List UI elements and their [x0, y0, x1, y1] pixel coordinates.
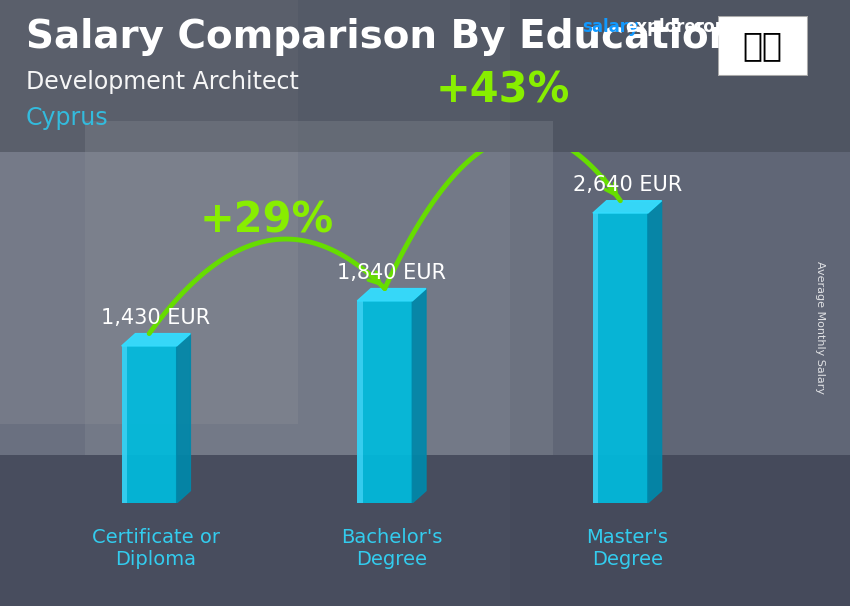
Text: +43%: +43%	[435, 70, 570, 112]
Bar	[0, 0, 850, 152]
Polygon shape	[357, 288, 426, 301]
Bar	[85, 121, 552, 454]
Text: 🇨🇾: 🇨🇾	[743, 30, 783, 62]
Bar	[593, 213, 598, 503]
Bar	[122, 346, 127, 503]
Polygon shape	[122, 334, 190, 346]
Text: .com: .com	[687, 18, 732, 36]
Text: 2,640 EUR: 2,640 EUR	[573, 175, 682, 195]
Text: salary: salary	[582, 18, 639, 36]
Text: Certificate or
Diploma: Certificate or Diploma	[92, 528, 220, 569]
Text: Salary Comparison By Education: Salary Comparison By Education	[26, 18, 736, 56]
Bar	[357, 301, 412, 503]
Polygon shape	[648, 201, 661, 503]
Text: Average Monthly Salary: Average Monthly Salary	[815, 261, 825, 394]
Text: Master's
Degree: Master's Degree	[586, 528, 668, 569]
Text: Bachelor's
Degree: Bachelor's Degree	[341, 528, 442, 569]
Text: 1,840 EUR: 1,840 EUR	[337, 262, 446, 282]
Text: +29%: +29%	[200, 199, 334, 242]
Polygon shape	[593, 201, 661, 213]
Bar	[122, 346, 177, 503]
Text: explorer: explorer	[625, 18, 704, 36]
Bar	[593, 213, 648, 503]
Polygon shape	[177, 334, 190, 503]
Text: Development Architect: Development Architect	[26, 70, 298, 94]
Polygon shape	[412, 288, 426, 503]
Text: Cyprus: Cyprus	[26, 106, 108, 130]
Bar	[0, 0, 298, 424]
Bar	[510, 0, 850, 606]
Bar	[0, 454, 850, 606]
Text: 1,430 EUR: 1,430 EUR	[101, 308, 211, 328]
Bar	[357, 301, 363, 503]
